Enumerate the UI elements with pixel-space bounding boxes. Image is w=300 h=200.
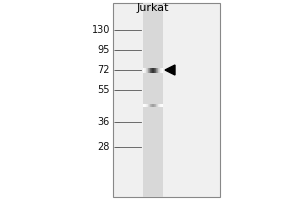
Bar xyxy=(148,104,149,106)
Bar xyxy=(159,68,160,72)
Bar xyxy=(143,3,163,197)
Bar xyxy=(154,104,155,106)
Bar xyxy=(147,68,148,72)
Bar xyxy=(145,68,146,72)
Bar xyxy=(143,104,144,106)
Bar xyxy=(160,68,161,72)
Text: 36: 36 xyxy=(98,117,110,127)
Bar xyxy=(151,68,152,72)
Text: 130: 130 xyxy=(92,25,110,35)
Bar xyxy=(149,68,150,72)
Bar xyxy=(161,68,162,72)
Bar xyxy=(157,68,158,72)
Bar xyxy=(146,68,147,72)
Bar xyxy=(162,104,163,106)
Bar xyxy=(149,104,150,106)
Bar xyxy=(143,68,144,72)
Bar xyxy=(145,104,146,106)
Bar xyxy=(150,104,151,106)
Bar xyxy=(152,68,153,72)
Text: 55: 55 xyxy=(98,85,110,95)
Bar xyxy=(156,68,157,72)
Bar xyxy=(144,104,145,106)
Bar xyxy=(151,104,152,106)
Bar xyxy=(153,68,154,72)
Bar xyxy=(150,68,151,72)
Bar xyxy=(144,68,145,72)
Bar xyxy=(152,104,153,106)
Bar xyxy=(162,68,163,72)
Bar xyxy=(154,68,155,72)
Bar xyxy=(158,68,159,72)
Bar xyxy=(159,104,160,106)
Text: 28: 28 xyxy=(98,142,110,152)
Bar xyxy=(148,68,149,72)
Bar xyxy=(155,68,156,72)
Bar xyxy=(113,3,220,197)
Bar xyxy=(147,104,148,106)
Bar xyxy=(155,104,156,106)
Bar xyxy=(160,104,161,106)
Text: 72: 72 xyxy=(98,65,110,75)
Text: Jurkat: Jurkat xyxy=(137,3,169,13)
Bar xyxy=(158,104,159,106)
Text: 95: 95 xyxy=(98,45,110,55)
Bar xyxy=(156,104,157,106)
Bar xyxy=(161,104,162,106)
Bar xyxy=(146,104,147,106)
Bar xyxy=(153,104,154,106)
Polygon shape xyxy=(165,65,175,75)
Bar xyxy=(157,104,158,106)
